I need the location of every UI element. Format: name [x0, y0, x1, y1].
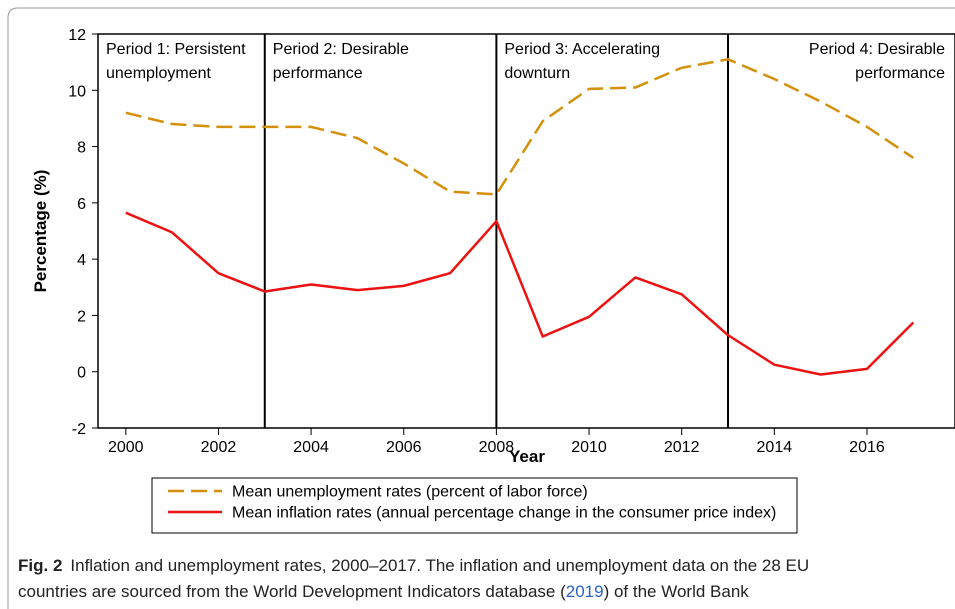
period-label: performance: [273, 65, 363, 82]
y-tick-label: 0: [77, 365, 86, 382]
y-tick-label: 4: [77, 252, 86, 269]
x-tick-label: 2014: [757, 439, 793, 456]
caption-text: Inflation and unemployment rates, 2000–2…: [70, 556, 809, 575]
frame: [7, 7, 955, 609]
y-tick-label: 12: [68, 27, 86, 44]
legend-label: Mean inflation rates (annual percentage …: [232, 505, 776, 522]
x-tick-label: 2012: [664, 439, 700, 456]
x-tick-label: 2000: [108, 439, 144, 456]
caption-text: ) of the World Bank: [604, 582, 750, 601]
y-tick-label: 10: [68, 83, 86, 100]
legend-label: Mean unemployment rates (percent of labo…: [232, 484, 588, 501]
y-axis-label: Percentage (%): [31, 170, 50, 293]
plot-area: [97, 33, 955, 429]
y-tick-label: 8: [77, 140, 86, 157]
series-line: [125, 211, 915, 376]
period-label: downturn: [504, 65, 570, 82]
caption-link[interactable]: 2019: [566, 582, 604, 601]
period-label: Period 1: Persistent: [106, 41, 246, 58]
x-axis-label: Year: [509, 447, 545, 466]
period-label: Period 4: Desirable: [809, 41, 945, 58]
period-label: unemployment: [106, 65, 212, 82]
y-tick-label: 2: [77, 308, 86, 325]
x-tick-label: 2002: [201, 439, 237, 456]
x-tick-label: 2004: [293, 439, 329, 456]
x-tick-label: 2008: [479, 439, 515, 456]
x-tick-label: 2006: [386, 439, 422, 456]
period-label: performance: [855, 65, 945, 82]
caption-line: countries are sourced from the World Dev…: [18, 582, 749, 601]
y-tick-label: 6: [77, 196, 86, 213]
period-label: Period 3: Accelerating: [504, 41, 660, 58]
x-tick-label: 2016: [849, 439, 885, 456]
caption-label: Fig. 2: [18, 556, 62, 575]
period-label: Period 2: Desirable: [273, 41, 409, 58]
legend: [151, 477, 798, 534]
caption-text: countries are sourced from the World Dev…: [18, 582, 566, 601]
caption-line: Fig. 2 Inflation and unemployment rates, …: [18, 556, 809, 575]
x-tick-label: 2010: [571, 439, 607, 456]
y-tick-label: -2: [72, 421, 86, 438]
